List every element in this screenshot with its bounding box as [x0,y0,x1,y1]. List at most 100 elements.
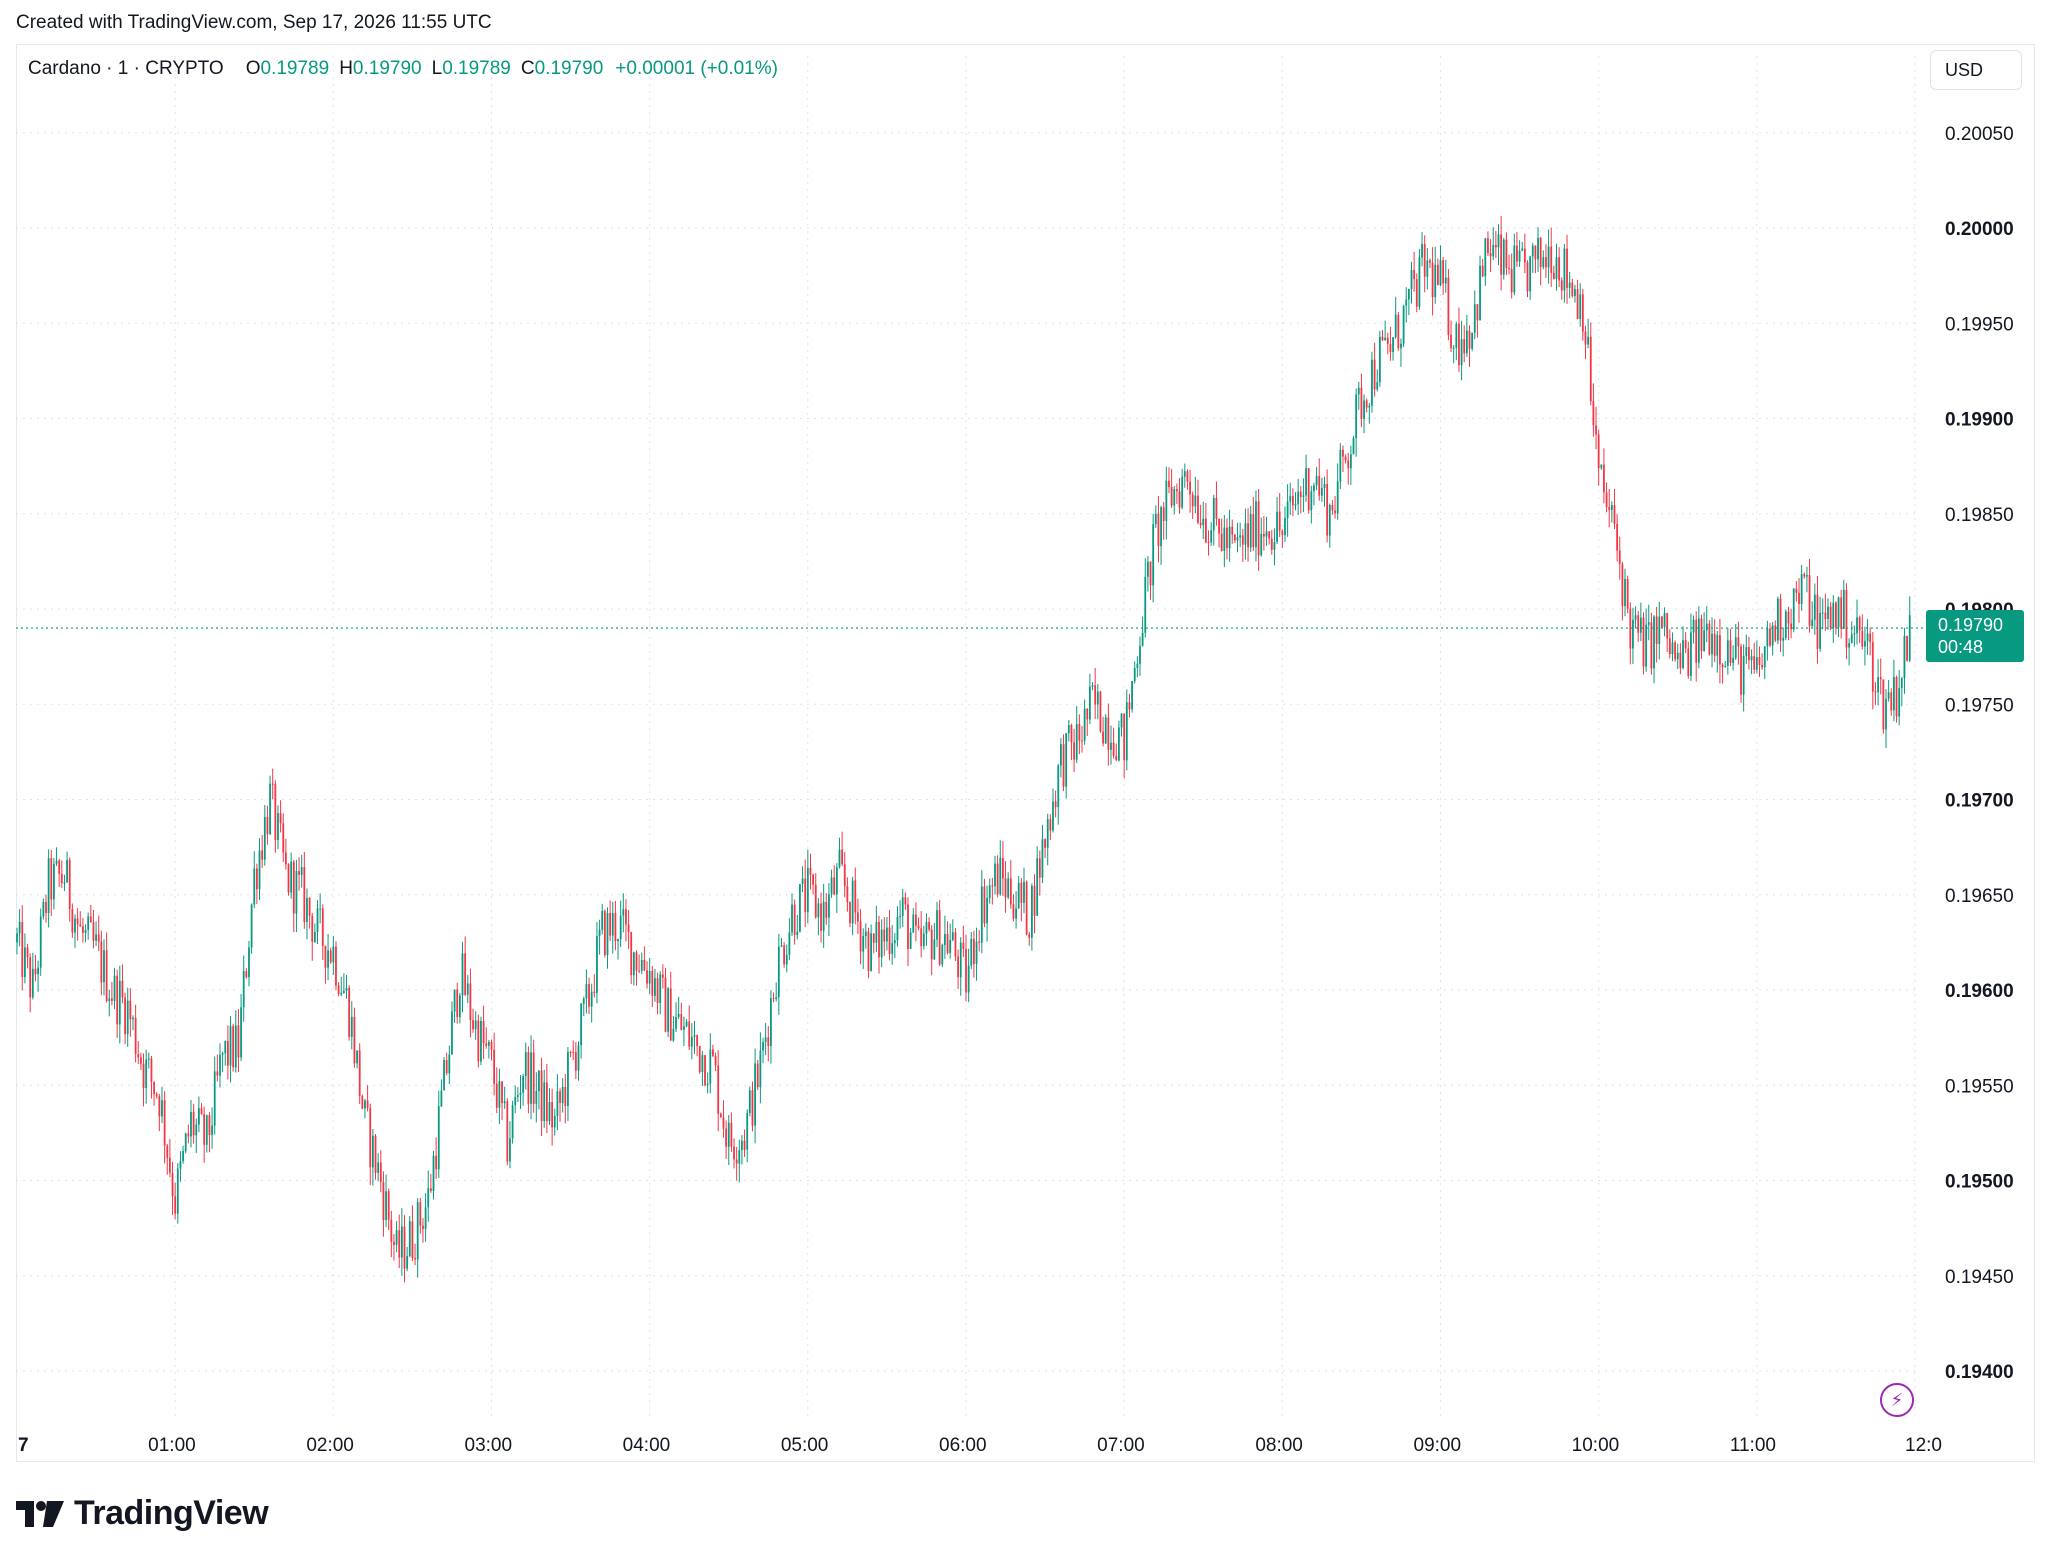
candle-body [358,1050,361,1096]
candle-body [849,902,851,924]
candle-body [1476,304,1479,321]
candle-body [1803,574,1806,577]
candle-body [1355,394,1358,439]
candle-body [274,784,277,841]
candle-body [277,813,279,841]
candle-body [118,980,121,1025]
candle-body [1513,245,1516,293]
candle-body [1666,613,1669,639]
candle-body [400,1226,403,1258]
candle-body [1075,724,1078,760]
candle-body [137,1054,140,1058]
candle-body [1668,638,1671,655]
currency-button[interactable]: USD [1930,50,2022,90]
candle-body [158,1096,161,1117]
candle-body [1676,652,1679,660]
candle-body [1065,733,1068,787]
candle-body [1795,588,1798,593]
candle-body [1900,678,1903,689]
candle-body [1157,513,1160,547]
candle-body [308,897,311,916]
candle-body [1199,522,1202,526]
candle-body [1813,594,1816,620]
candle-body [1262,533,1265,537]
candle-body [16,933,18,943]
candle-body [126,1000,129,1035]
candle-body [698,1046,701,1072]
candle-body [453,989,456,1012]
candle-body [540,1070,543,1122]
candle-body [1102,731,1104,744]
candle-body [983,886,986,924]
candle-body [1117,727,1120,761]
candle-body [1015,908,1017,919]
candle-body [896,916,899,941]
candle-body [116,975,119,1025]
candle-body [1136,663,1139,668]
candle-body [759,1050,762,1088]
candle-body [1326,483,1329,536]
candle-body [379,1162,382,1183]
candle-body [168,1157,171,1173]
candle-body [1025,881,1028,935]
candle-body [767,1037,770,1047]
candle-body [1054,801,1057,808]
candle-body [1284,517,1286,536]
candle-body [342,990,345,993]
candle-body [922,933,925,947]
candle-body [741,1140,743,1151]
candle-body [1202,518,1205,526]
candle-body [1220,533,1223,551]
candle-body [1882,679,1885,730]
candle-body [311,915,314,942]
candle-body [1595,425,1597,435]
candle-body [946,933,949,954]
candle-body [859,921,862,952]
candle-body [1104,717,1107,744]
candle-body [556,1091,559,1117]
candle-body [643,959,646,971]
candle-body [458,995,461,1018]
candle-body [917,925,920,929]
candle-body [872,933,875,943]
candle-body [712,1049,714,1056]
candle-body [1318,475,1321,496]
symbol-title[interactable]: Cardano · 1 · CRYPTO [28,58,224,79]
candle-body [97,934,100,942]
candle-body [1581,294,1584,332]
chart-frame[interactable] [16,44,2035,1462]
candle-body [240,1007,242,1058]
candle-body [688,1021,691,1047]
candle-body [456,989,459,1018]
tradingview-brand[interactable]: TradingView [16,1494,269,1533]
x-tick-label: 12:0 [1905,1435,1942,1456]
candle-body [1378,336,1381,383]
candle-body [205,1115,208,1145]
candle-body [1115,755,1118,761]
candle-body [18,921,21,934]
candle-body [1125,702,1128,761]
candle-body [630,931,633,976]
candle-body [1484,238,1487,277]
candle-body [1618,550,1621,565]
candle-body [796,931,799,935]
candle-body [1523,248,1526,263]
candle-body [1183,471,1186,477]
candle-body [1745,647,1748,656]
candle-body [654,978,656,996]
candle-body [266,816,269,835]
candle-body [806,867,809,913]
candle-body [335,946,337,986]
candle-body [1890,692,1893,711]
candle-body [1173,489,1176,506]
candle-body [377,1162,380,1173]
candle-body [783,945,786,965]
lightning-bolt-icon[interactable]: ⚡ [1880,1383,1914,1417]
candle-body [1081,740,1083,742]
candle-body [1107,717,1110,750]
candle-body [941,944,944,965]
candle-body [588,984,590,1007]
candle-body [1012,904,1015,919]
candle-body [951,932,954,940]
